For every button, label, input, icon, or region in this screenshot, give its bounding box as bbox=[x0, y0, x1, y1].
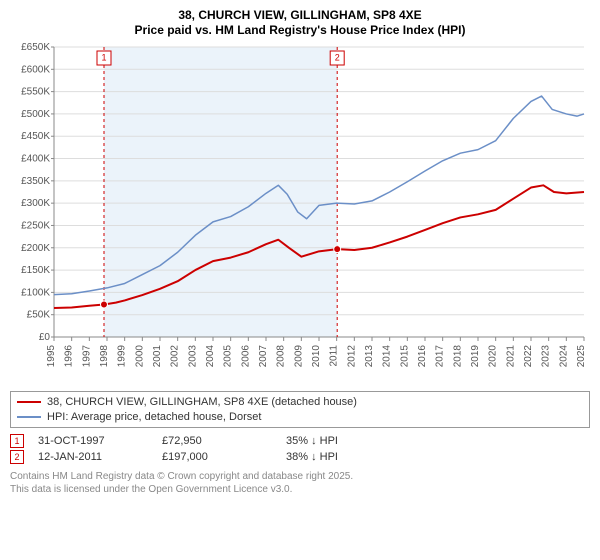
svg-text:2011: 2011 bbox=[329, 345, 340, 367]
svg-text:2005: 2005 bbox=[223, 345, 234, 368]
svg-text:2010: 2010 bbox=[311, 345, 322, 368]
legend-swatch-hpi bbox=[17, 416, 41, 418]
sale-date-1: 31-OCT-1997 bbox=[38, 435, 148, 447]
svg-text:2018: 2018 bbox=[452, 345, 463, 368]
chart-title-line2: Price paid vs. HM Land Registry's House … bbox=[10, 23, 590, 37]
svg-text:2013: 2013 bbox=[364, 345, 375, 368]
legend-label-hpi: HPI: Average price, detached house, Dors… bbox=[47, 411, 261, 423]
svg-text:£250K: £250K bbox=[21, 220, 50, 231]
svg-text:2024: 2024 bbox=[558, 345, 569, 368]
svg-text:£650K: £650K bbox=[21, 43, 50, 53]
svg-text:2008: 2008 bbox=[276, 345, 287, 368]
legend-item-property: 38, CHURCH VIEW, GILLINGHAM, SP8 4XE (de… bbox=[17, 396, 583, 408]
svg-text:£400K: £400K bbox=[21, 154, 50, 165]
footer-attribution: Contains HM Land Registry data © Crown c… bbox=[10, 470, 590, 496]
svg-text:2021: 2021 bbox=[505, 345, 516, 368]
chart-title-line1: 38, CHURCH VIEW, GILLINGHAM, SP8 4XE bbox=[10, 8, 590, 22]
svg-text:2012: 2012 bbox=[346, 345, 357, 368]
svg-text:£450K: £450K bbox=[21, 131, 50, 142]
svg-text:2017: 2017 bbox=[435, 345, 446, 368]
sale-date-2: 12-JAN-2011 bbox=[38, 451, 148, 463]
legend-swatch-property bbox=[17, 401, 41, 403]
sale-delta-2: 38% ↓ HPI bbox=[286, 451, 396, 463]
sale-row-1: 1 31-OCT-1997 £72,950 35% ↓ HPI bbox=[10, 434, 590, 448]
svg-text:2004: 2004 bbox=[205, 345, 216, 368]
svg-text:2019: 2019 bbox=[470, 345, 481, 368]
sale-price-1: £72,950 bbox=[162, 435, 272, 447]
svg-text:2025: 2025 bbox=[576, 345, 587, 368]
svg-text:2002: 2002 bbox=[170, 345, 181, 368]
chart-legend: 38, CHURCH VIEW, GILLINGHAM, SP8 4XE (de… bbox=[10, 391, 590, 428]
svg-text:2016: 2016 bbox=[417, 345, 428, 368]
svg-text:1997: 1997 bbox=[81, 345, 92, 368]
svg-text:1: 1 bbox=[101, 52, 106, 62]
svg-text:2003: 2003 bbox=[187, 345, 198, 368]
sales-table: 1 31-OCT-1997 £72,950 35% ↓ HPI 2 12-JAN… bbox=[10, 434, 590, 464]
svg-text:1999: 1999 bbox=[117, 345, 128, 368]
svg-text:£50K: £50K bbox=[27, 310, 51, 321]
svg-text:2001: 2001 bbox=[152, 345, 163, 368]
svg-text:£500K: £500K bbox=[21, 109, 50, 120]
sale-marker-1: 1 bbox=[10, 434, 24, 448]
svg-text:2014: 2014 bbox=[382, 345, 393, 368]
svg-text:£550K: £550K bbox=[21, 87, 50, 98]
svg-text:2023: 2023 bbox=[541, 345, 552, 368]
sale-price-2: £197,000 bbox=[162, 451, 272, 463]
svg-text:2: 2 bbox=[335, 52, 340, 62]
sale-row-2: 2 12-JAN-2011 £197,000 38% ↓ HPI bbox=[10, 450, 590, 464]
svg-text:£150K: £150K bbox=[21, 265, 50, 276]
svg-text:1995: 1995 bbox=[46, 345, 57, 368]
sale-marker-2: 2 bbox=[10, 450, 24, 464]
svg-text:1996: 1996 bbox=[64, 345, 75, 368]
svg-text:2022: 2022 bbox=[523, 345, 534, 368]
price-chart: £0 £50K £100K £150K £200K £250K £300K £350K £400… bbox=[10, 43, 590, 385]
svg-text:2007: 2007 bbox=[258, 345, 269, 368]
svg-text:2000: 2000 bbox=[134, 345, 145, 368]
svg-text:£300K: £300K bbox=[21, 198, 50, 209]
svg-text:2009: 2009 bbox=[293, 345, 304, 368]
svg-text:£0: £0 bbox=[39, 332, 51, 343]
svg-text:£600K: £600K bbox=[21, 64, 50, 75]
legend-label-property: 38, CHURCH VIEW, GILLINGHAM, SP8 4XE (de… bbox=[47, 396, 357, 408]
svg-text:2006: 2006 bbox=[240, 345, 251, 368]
svg-text:£350K: £350K bbox=[21, 176, 50, 187]
svg-text:2020: 2020 bbox=[488, 345, 499, 368]
legend-item-hpi: HPI: Average price, detached house, Dors… bbox=[17, 411, 583, 423]
svg-text:£100K: £100K bbox=[21, 287, 50, 298]
svg-text:2015: 2015 bbox=[399, 345, 410, 368]
svg-text:£200K: £200K bbox=[21, 243, 50, 254]
svg-text:1998: 1998 bbox=[99, 345, 110, 368]
sale-delta-1: 35% ↓ HPI bbox=[286, 435, 396, 447]
